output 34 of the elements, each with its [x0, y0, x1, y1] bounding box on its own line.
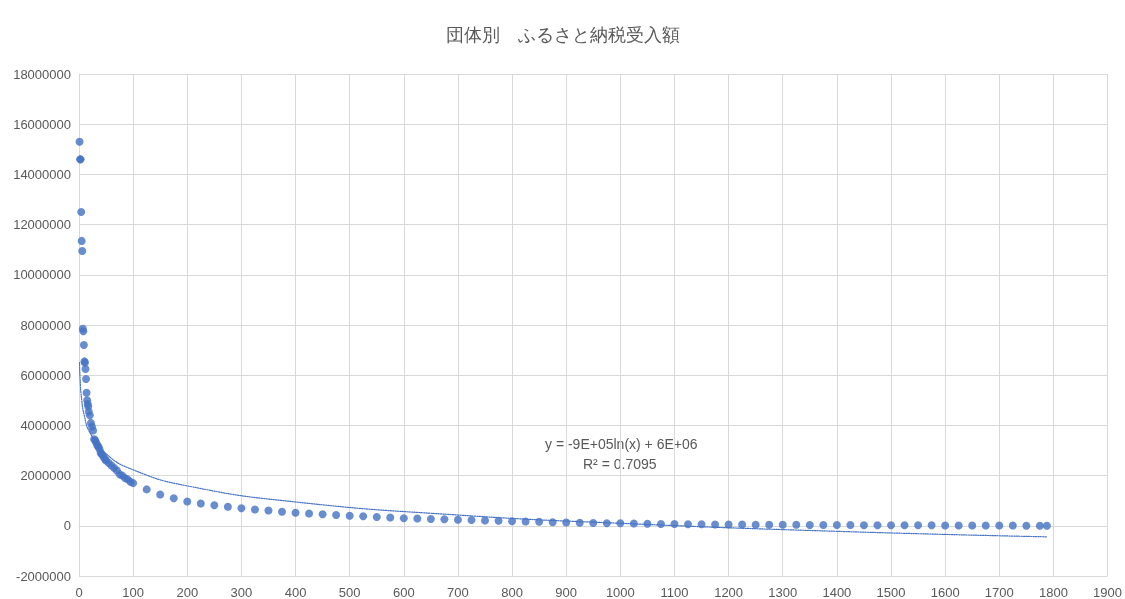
x-tick-label: 600 [392, 585, 415, 599]
y-tick-label: 2000000 [20, 468, 71, 484]
y-tick-label: 4000000 [20, 417, 71, 433]
x-tick-label: 1800 [1038, 585, 1068, 599]
x-tick-label: 700 [447, 585, 469, 599]
x-tick-label: 0 [75, 585, 83, 599]
x-tick-label: 1600 [930, 585, 960, 599]
y-tick-label: 8000000 [20, 317, 71, 333]
x-tick-label: 100 [122, 585, 144, 599]
x-tick-label: 1300 [768, 585, 798, 599]
y-tick-label: 16000000 [13, 116, 71, 132]
y-tick-label: 6000000 [20, 367, 71, 383]
x-tick-label: 1700 [984, 585, 1014, 599]
x-tick-label: 400 [284, 585, 307, 599]
x-tick-label: 1200 [714, 585, 744, 599]
y-tick-label: -2000000 [16, 568, 71, 584]
y-tick-label: 12000000 [13, 217, 71, 233]
x-tick-label: 900 [555, 585, 578, 599]
x-tick-label: 1500 [876, 585, 906, 599]
x-tick-label: 1000 [605, 585, 635, 599]
x-tick-label: 1100 [660, 585, 689, 599]
y-tick-label: 0 [63, 518, 71, 534]
x-tick-label: 800 [501, 585, 523, 599]
y-tick-label: 14000000 [13, 166, 71, 182]
x-tick-label: 300 [230, 585, 253, 599]
chart-title: 団体別 ふるさと納税受入額 [445, 23, 680, 45]
x-tick-label: 500 [338, 585, 361, 599]
x-tick-label: 1900 [1093, 585, 1122, 599]
annotation: R² = 0.7095 [583, 456, 657, 472]
y-tick-label: 10000000 [13, 267, 71, 283]
x-tick-label: 200 [176, 585, 199, 599]
annotation: y = -9E+05ln(x) + 6E+06 [545, 436, 698, 452]
x-tick-label: 1400 [822, 585, 852, 599]
y-tick-label: 18000000 [13, 66, 71, 82]
